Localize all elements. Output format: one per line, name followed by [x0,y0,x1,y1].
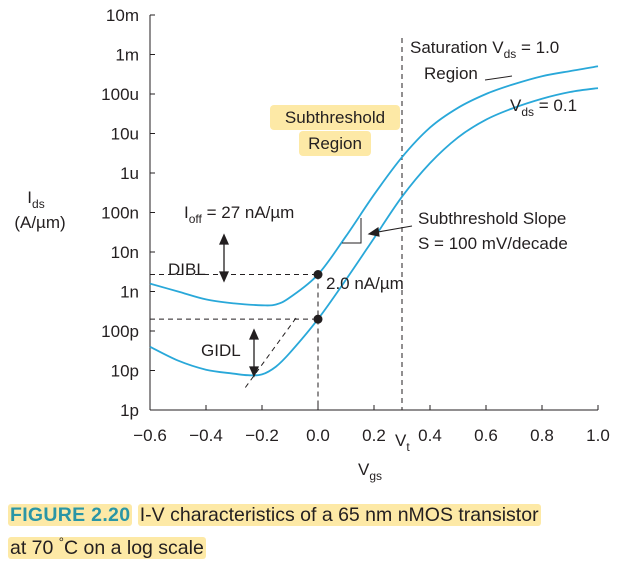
curves [149,65,599,377]
gidl-extrapolation-line [244,317,297,389]
gidl-label: GIDL [201,341,241,360]
x-tick-label: 0.4 [418,426,442,445]
saturation-region-label: Region [424,64,478,83]
subthreshold-highlight [270,105,400,130]
slope-pointer-arrow [367,225,413,237]
caption-degree: ° [58,534,64,549]
y-tick-label: 10p [111,362,139,381]
series-line-vds-0-1 [149,87,599,377]
y-tick-label: 1u [120,164,139,183]
y-tick-label: 1p [120,401,139,420]
y-tick-label: 10u [111,125,139,144]
y-tick-label: 1n [120,283,139,302]
gidl-arrow [248,328,260,378]
caption-prefix: at 70 [10,536,59,559]
dibl-arrow [218,233,230,283]
dibl-label: DIBL [168,260,206,279]
vt-label: Vt [395,431,410,454]
ioff-label: Ioff = 27 nA/µm [184,203,294,226]
y-ticks: 10m 1m 100u 10u 1u 100n 10n 1n 100p 10p 1p [101,6,155,420]
ilow-point [313,314,323,324]
subthreshold-highlight-2 [299,131,371,156]
x-tick-label: 0.8 [530,426,554,445]
x-tick-label: 0.6 [474,426,498,445]
x-tick-label: −0.4 [189,426,223,445]
slope-label: Subthreshold Slope [418,209,566,228]
figure-caption: FIGURE 2.20 I-V characteristics of a 65 … [8,501,541,529]
subthreshold-region-label-2: Region [308,134,362,153]
figure-number: FIGURE 2.20 [8,504,133,526]
x-ticks: −0.6 −0.4 −0.2 0.0 0.2 0.4 0.6 0.8 1.0 [133,405,610,445]
y-tick-label: 10n [111,243,139,262]
y-axis-title: Ids [27,188,44,211]
slope-triangle [342,218,362,244]
x-axis-title: Vgs [358,460,382,483]
vds-low-label: Vds = 0.1 [510,96,577,119]
x-tick-label: 0.2 [362,426,386,445]
y-tick-label: 100n [101,204,139,223]
ioff-point [313,270,323,280]
series-line-vds-1-0 [149,65,599,307]
caption-line-1: I-V characteristics of a 65 nm nMOS tran… [137,504,541,526]
x-tick-label: 1.0 [586,426,610,445]
x-tick-label: −0.6 [133,426,167,445]
y-tick-label: 1m [115,46,139,65]
y-tick-label: 100u [101,85,139,104]
caption-suffix: C on a log scale [64,536,204,559]
slope-value-label: S = 100 mV/decade [418,234,568,253]
figure-caption-2: at 70 °C on a log scale [8,528,206,562]
x-tick-label: 0.0 [306,426,330,445]
saturation-label: Saturation Vds = 1.0 [410,38,559,61]
y-axis-units: (A/µm) [14,213,65,232]
y-tick-label: 100p [101,322,139,341]
caption-line-2: at 70 °C on a log scale [8,534,206,559]
y-tick-label: 10m [106,6,139,25]
ilow-label: 2.0 nA/µm [326,274,404,293]
x-tick-label: −0.2 [245,426,279,445]
subthreshold-region-label: Subthreshold [285,108,385,127]
saturation-leader-line [484,75,513,81]
